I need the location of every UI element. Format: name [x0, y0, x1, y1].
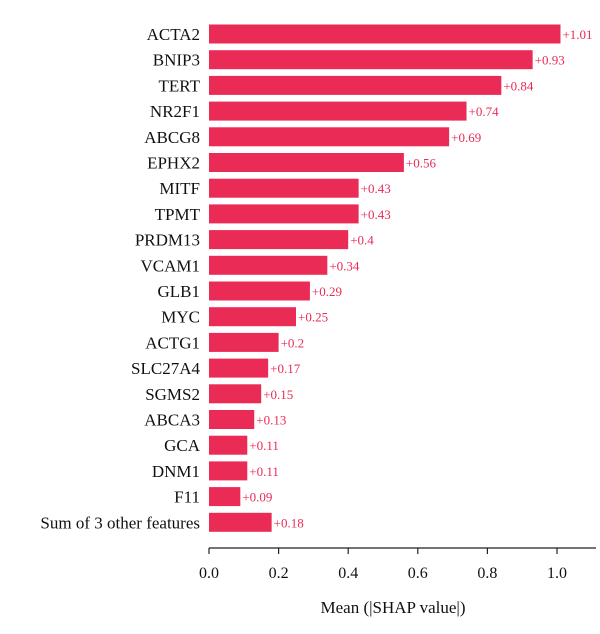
category-label: VCAM1 — [140, 256, 200, 275]
category-label: TERT — [159, 76, 201, 95]
value-label: +0.11 — [249, 464, 279, 479]
category-labels: ACTA2 BNIP3 TERT NR2F1 ABCG8 EPHX2 MITF TPMT PRD… — [40, 25, 200, 532]
bar-myc — [209, 307, 296, 327]
x-axis-title: Mean (|SHAP value|) — [321, 598, 466, 617]
category-label: MYC — [161, 308, 200, 327]
value-label: +0.15 — [263, 387, 293, 402]
value-label: +0.84 — [503, 78, 534, 93]
category-label: ACTG1 — [145, 333, 200, 352]
category-label: GCA — [164, 436, 201, 455]
x-tick-label: 0.4 — [338, 565, 358, 582]
category-label: GLB1 — [158, 282, 201, 301]
value-label: +0.4 — [350, 233, 374, 248]
value-label: +0.29 — [312, 284, 342, 299]
bar-bnip3 — [209, 50, 533, 70]
bar-sgms2 — [209, 384, 262, 404]
x-tick-label: 0.2 — [269, 565, 289, 582]
category-label: TPMT — [155, 205, 201, 224]
category-label: ACTA2 — [147, 25, 200, 44]
category-label: Sum of 3 other features — [40, 513, 200, 532]
bar-ephx2 — [209, 153, 404, 172]
value-label: +0.43 — [361, 207, 391, 222]
bars-group — [209, 24, 561, 532]
bar-actg1 — [209, 332, 279, 352]
bar-tert — [209, 75, 502, 95]
category-label: SLC27A4 — [131, 359, 200, 378]
x-tick-label: 0.6 — [408, 565, 428, 582]
bar-slc27a4 — [209, 358, 269, 378]
value-label: +0.74 — [469, 104, 500, 119]
bar-vcam1 — [209, 255, 328, 275]
value-label: +0.09 — [242, 490, 272, 505]
bar-gca — [209, 435, 248, 455]
x-tick-label: 0.0 — [199, 565, 219, 582]
bar-nr2f1 — [209, 101, 467, 121]
value-label: +1.01 — [562, 27, 592, 42]
x-axis-ticks: 0.0 0.2 0.4 0.6 0.8 1.0 — [199, 548, 567, 582]
value-label: +0.2 — [281, 335, 305, 350]
category-label: DNM1 — [152, 462, 200, 481]
bar-tpmt — [209, 204, 359, 224]
value-label: +0.25 — [298, 310, 328, 325]
bar-prdm13 — [209, 230, 349, 250]
category-label: F11 — [174, 488, 200, 507]
category-label: NR2F1 — [150, 102, 200, 121]
category-label: MITF — [159, 179, 200, 198]
value-label: +0.18 — [274, 515, 304, 530]
category-label: ABCA3 — [144, 411, 200, 430]
value-label: +0.11 — [249, 438, 279, 453]
value-label: +0.93 — [535, 53, 565, 68]
bar-mitf — [209, 178, 359, 198]
bar-abca3 — [209, 410, 255, 429]
value-label: +0.13 — [256, 413, 286, 428]
value-label: +0.69 — [451, 130, 481, 145]
bar-acta2 — [209, 24, 561, 44]
category-label: PRDM13 — [135, 231, 200, 250]
bar-f11 — [209, 487, 241, 507]
value-labels: +1.01 +0.93+0.84+0.74 +0.69 +0.56 +0.43 +0.43… — [242, 27, 592, 530]
category-label: ABCG8 — [144, 128, 200, 147]
category-label: SGMS2 — [145, 385, 200, 404]
bar-sum-of-3-other-features — [209, 512, 272, 532]
x-tick-label: 0.8 — [477, 565, 497, 582]
bar-abcg8 — [209, 127, 450, 147]
x-tick-label: 1.0 — [547, 565, 567, 582]
category-label: EPHX2 — [147, 154, 200, 173]
value-label: +0.43 — [361, 181, 391, 196]
category-label: BNIP3 — [153, 51, 200, 70]
value-label: +0.56 — [406, 156, 437, 171]
value-label: +0.34 — [329, 258, 360, 273]
value-label: +0.17 — [270, 361, 301, 376]
bar-dnm1 — [209, 461, 248, 481]
bar-glb1 — [209, 281, 310, 301]
